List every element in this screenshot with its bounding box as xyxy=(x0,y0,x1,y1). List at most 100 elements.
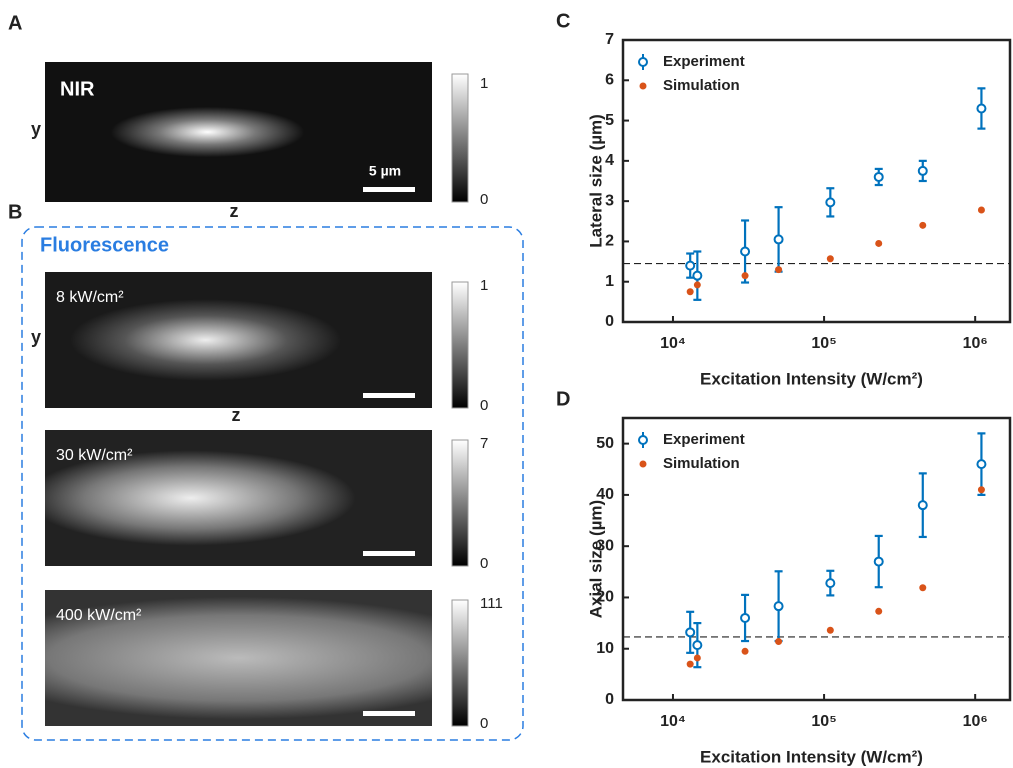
marker xyxy=(685,260,696,271)
y-tick-label: 4 xyxy=(605,152,614,169)
y-tick-label: 7 xyxy=(605,31,614,48)
marker xyxy=(773,234,784,245)
y-axis-label: Axial size (µm) xyxy=(586,500,605,618)
colorbar-label: 1 xyxy=(480,75,488,92)
y-tick-label: 6 xyxy=(605,72,614,89)
colorbar-label: 111 xyxy=(480,595,503,612)
legend-swatch xyxy=(639,82,647,90)
marker xyxy=(917,165,928,176)
scale-bar xyxy=(363,187,415,192)
axis-letter: y xyxy=(31,119,41,139)
x-tick-label: 10⁵ xyxy=(811,713,836,730)
marker xyxy=(917,500,928,511)
x-tick-label: 10⁴ xyxy=(660,335,686,352)
image-label: NIR xyxy=(60,78,95,100)
legend-label: Simulation xyxy=(663,77,740,94)
colorbar-label: 0 xyxy=(480,397,488,414)
scale-bar xyxy=(363,393,415,398)
marker xyxy=(976,103,987,114)
y-tick-label: 50 xyxy=(596,435,614,452)
colorbar xyxy=(451,439,469,567)
marker xyxy=(977,486,985,494)
marker xyxy=(977,206,985,214)
fluorescence-image xyxy=(45,272,432,408)
marker xyxy=(775,266,783,274)
marker xyxy=(692,270,703,281)
y-tick-label: 2 xyxy=(605,233,614,250)
axis-letter: z xyxy=(230,201,239,221)
colorbar-label: 7 xyxy=(480,435,488,452)
marker xyxy=(773,601,784,612)
x-axis-label: Excitation Intensity (W/cm²) xyxy=(700,369,923,388)
marker xyxy=(692,640,703,651)
image-label: 400 kW/cm² xyxy=(56,607,142,624)
image-label: 8 kW/cm² xyxy=(56,289,124,306)
charts: C 0 1 2 3 4 5 6 7 10⁴ 10⁵ 10⁶ Excitation Intensity (… xyxy=(556,10,1012,766)
marker xyxy=(825,578,836,589)
panel-label: D xyxy=(556,388,570,410)
x-tick-label: 10⁴ xyxy=(660,713,686,730)
plot-frame xyxy=(621,38,1012,324)
marker xyxy=(826,626,834,634)
panel-label: C xyxy=(556,10,570,32)
marker xyxy=(686,288,694,296)
y-tick-label: 20 xyxy=(596,589,614,606)
colorbar-label: 0 xyxy=(480,715,488,732)
box-title: Fluorescence xyxy=(40,234,169,256)
scale-bar xyxy=(363,551,415,556)
y-tick-label: 1 xyxy=(605,273,614,290)
marker xyxy=(873,556,884,567)
marker xyxy=(976,459,987,470)
y-tick-label: 5 xyxy=(605,112,614,129)
nir-image xyxy=(45,62,432,202)
panel-label: B xyxy=(8,201,22,223)
fluorescence-image xyxy=(45,590,432,726)
axis-letter: z xyxy=(232,405,241,425)
colorbar xyxy=(451,281,469,409)
axis-letter: y xyxy=(31,327,41,347)
y-tick-label: 3 xyxy=(605,192,614,209)
panel-label: A xyxy=(8,12,22,34)
fluorescence-images: 8 kW/cm² 1 0 30 kW/cm² 7 0 400 kW/cm² 111 0 xyxy=(45,272,503,732)
marker xyxy=(919,584,927,592)
legend-swatch xyxy=(638,435,648,445)
scale-bar xyxy=(363,711,415,716)
fluorescence-box xyxy=(21,226,524,741)
marker xyxy=(740,612,751,623)
x-tick-label: 10⁵ xyxy=(811,335,836,352)
plot-frame xyxy=(621,416,1012,702)
x-tick-label: 10⁶ xyxy=(963,713,988,730)
fluorescence-image xyxy=(45,430,432,566)
marker xyxy=(775,638,783,646)
y-tick-label: 30 xyxy=(596,537,614,554)
marker xyxy=(686,660,694,668)
legend-swatch xyxy=(639,460,647,468)
y-tick-label: 10 xyxy=(596,640,614,657)
marker xyxy=(693,654,701,662)
legend-swatch xyxy=(638,57,648,67)
y-tick-label: 0 xyxy=(605,691,614,708)
marker xyxy=(741,647,749,655)
x-axis-label: Excitation Intensity (W/cm²) xyxy=(700,747,923,766)
marker xyxy=(825,197,836,208)
marker xyxy=(685,627,696,638)
colorbar-label: 1 xyxy=(480,277,488,294)
y-tick-label: 40 xyxy=(596,486,614,503)
marker xyxy=(740,246,751,257)
marker xyxy=(826,255,834,263)
legend-label: Experiment xyxy=(663,431,745,448)
y-tick-label: 0 xyxy=(605,313,614,330)
scale-bar-label: 5 µm xyxy=(369,163,401,179)
marker xyxy=(875,239,883,247)
colorbar xyxy=(451,599,469,727)
colorbar-label: 0 xyxy=(480,191,488,208)
x-tick-label: 10⁶ xyxy=(963,335,988,352)
image-label: 30 kW/cm² xyxy=(56,447,133,464)
marker xyxy=(873,171,884,182)
colorbar xyxy=(451,73,469,203)
legend-label: Simulation xyxy=(663,455,740,472)
legend-label: Experiment xyxy=(663,53,745,70)
marker xyxy=(693,281,701,289)
y-axis-label: Lateral size (µm) xyxy=(586,114,605,248)
